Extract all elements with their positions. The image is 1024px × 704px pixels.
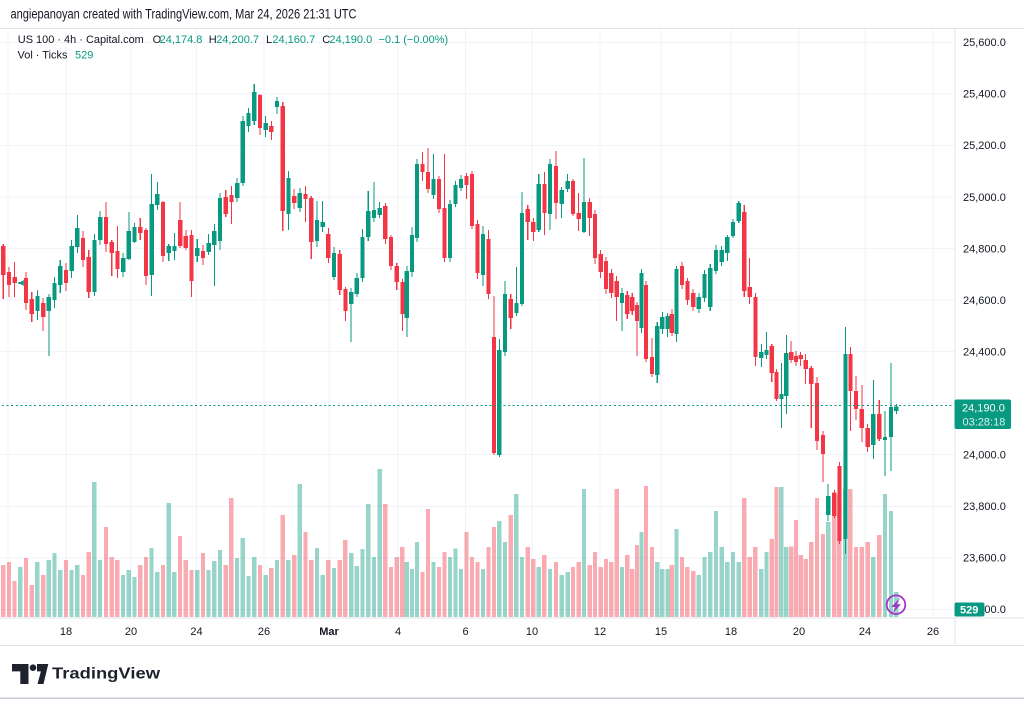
svg-text:10: 10: [526, 626, 538, 638]
svg-text:18: 18: [725, 626, 737, 638]
svg-text:24: 24: [859, 626, 871, 638]
svg-text:O: O: [153, 34, 162, 46]
svg-text:4: 4: [395, 626, 401, 638]
svg-text:23,800.0: 23,800.0: [963, 501, 1006, 513]
svg-text:25,600.0: 25,600.0: [963, 37, 1006, 49]
svg-text:L: L: [266, 34, 272, 46]
svg-text:H: H: [209, 34, 217, 46]
svg-text:Mar: Mar: [319, 626, 339, 638]
svg-text:24,190.0: 24,190.0: [329, 34, 372, 46]
svg-text:18: 18: [60, 626, 72, 638]
svg-text:24,800.0: 24,800.0: [963, 243, 1006, 255]
svg-text:24,190.0: 24,190.0: [962, 403, 1005, 415]
svg-text:26: 26: [927, 626, 939, 638]
svg-text:24: 24: [190, 626, 202, 638]
svg-text:24,000.0: 24,000.0: [963, 450, 1006, 462]
svg-text:24,174.8: 24,174.8: [160, 34, 203, 46]
svg-text:24,400.0: 24,400.0: [963, 346, 1006, 358]
svg-text:25,200.0: 25,200.0: [963, 140, 1006, 152]
svg-text:24,160.7: 24,160.7: [272, 34, 315, 46]
svg-text:24,200.7: 24,200.7: [216, 34, 259, 46]
svg-text:−0.1 (−0.00%): −0.1 (−0.00%): [379, 34, 449, 46]
svg-text:US 100 · 4h · Capital.com: US 100 · 4h · Capital.com: [18, 34, 144, 46]
svg-text:26: 26: [258, 626, 270, 638]
svg-text:C: C: [322, 34, 330, 46]
svg-text:24,600.0: 24,600.0: [963, 295, 1006, 307]
svg-text:15: 15: [655, 626, 667, 638]
svg-text:6: 6: [462, 626, 468, 638]
svg-text:25,000.0: 25,000.0: [963, 192, 1006, 204]
svg-text:12: 12: [594, 626, 606, 638]
svg-text:TradingView: TradingView: [52, 666, 161, 683]
svg-text:20: 20: [125, 626, 137, 638]
svg-text:20: 20: [793, 626, 805, 638]
svg-text:529: 529: [75, 49, 93, 61]
svg-text:angiepanoyan created with Trad: angiepanoyan created with TradingView.co…: [11, 7, 357, 22]
svg-text:03:28:18: 03:28:18: [963, 417, 1006, 429]
svg-text:25,400.0: 25,400.0: [963, 89, 1006, 101]
svg-text:23,600.0: 23,600.0: [963, 553, 1006, 565]
svg-text:Vol · Ticks: Vol · Ticks: [18, 49, 68, 61]
svg-text:529: 529: [960, 605, 978, 617]
